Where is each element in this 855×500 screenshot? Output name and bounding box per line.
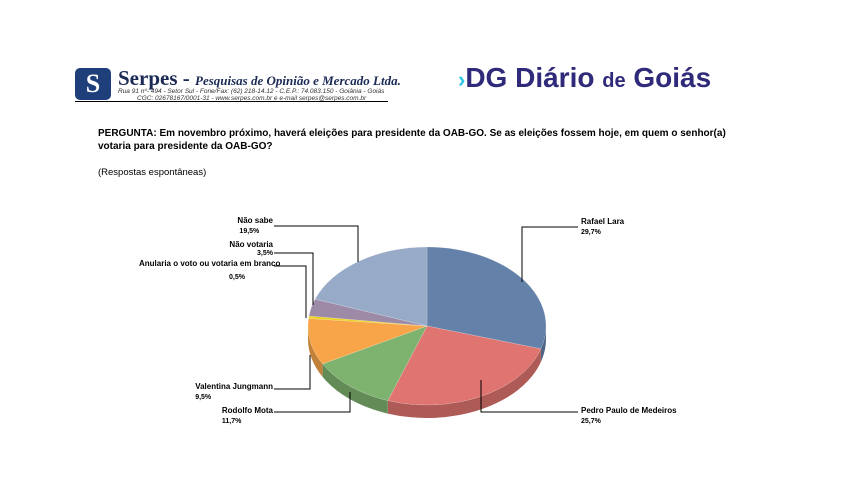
serpes-name: Serpes - Pesquisas de Opinião e Mercado … xyxy=(118,66,401,91)
label-text: Anularia o voto ou votaria em branco xyxy=(139,259,281,268)
leader-line-rodolfo xyxy=(274,392,351,413)
label-rafael: Rafael Lara 29,7% xyxy=(581,216,624,238)
pie-slice xyxy=(308,298,428,327)
pie-slice-side xyxy=(540,326,546,362)
label-value: 0,5% xyxy=(229,274,245,281)
label-value: 25,7% xyxy=(581,418,601,425)
label-nao-sabe: Não sabe 19,5% xyxy=(237,215,273,237)
note-text: (Respostas espontâneas) xyxy=(98,167,207,178)
label-pedro: Pedro Paulo de Medeiros 25,7% xyxy=(581,405,677,427)
label-value: 11,7% xyxy=(221,418,242,425)
dg-name2: Goiás xyxy=(633,62,712,93)
dg-name: Diário xyxy=(515,62,595,93)
pie-slice xyxy=(308,315,428,327)
question-text: PERGUNTA: Em novembro próximo, haverá el… xyxy=(98,128,726,152)
label-anularia: Anularia o voto ou votaria em branco 0,5% xyxy=(139,258,280,283)
pie-slice-side xyxy=(387,348,541,418)
label-valentina: Valentina Jungmann 9,5% xyxy=(195,381,273,403)
serpes-address: Rua 91 nº- 494 - Setor Sul - Fone/Fax: (… xyxy=(118,88,385,95)
dg-de: de xyxy=(602,70,626,92)
label-text: Pedro Paulo de Medeiros xyxy=(581,406,677,415)
serpes-tagline: Pesquisas de Opinião e Mercado Ltda. xyxy=(195,73,401,88)
label-nao-votaria: Não votaria 3,5% xyxy=(228,239,273,258)
label-rodolfo: Rodolfo Mota 11,7% xyxy=(222,405,273,427)
label-text: Valentina Jungmann xyxy=(195,382,273,391)
leader-line-nao-votaria xyxy=(274,252,314,305)
serpes-title: Serpes - xyxy=(118,66,190,90)
leader-line-pedro xyxy=(480,380,578,413)
leader-line-anularia xyxy=(274,265,307,318)
leader-line-nao-sabe xyxy=(274,225,359,262)
leader-line-rafael xyxy=(521,226,578,282)
serpes-logo-icon: S xyxy=(75,68,111,100)
pie-slice xyxy=(322,325,428,401)
header-divider xyxy=(75,101,388,102)
label-text: Rodolfo Mota xyxy=(221,406,273,415)
label-value: 9,5% xyxy=(195,394,212,401)
diario-de-goias-logo: ›DG Diário de Goiás xyxy=(458,62,712,93)
serpes-cgc: CGC: 02678167/0001-31 - www.serpes.com.b… xyxy=(137,95,367,102)
dg-mark: DG xyxy=(465,62,508,93)
label-text: Rafael Lara xyxy=(581,217,625,226)
label-text: Não sabe xyxy=(237,216,273,225)
label-value: 3,5% xyxy=(257,250,273,257)
label-value: 29,7% xyxy=(581,229,601,236)
pie-slice-side xyxy=(308,326,323,377)
leader-line-valentina xyxy=(274,355,311,390)
label-value: 19,5% xyxy=(239,228,260,235)
pie-slice-side xyxy=(322,363,388,414)
pie-slice xyxy=(314,246,428,327)
pie-slice xyxy=(307,318,428,365)
label-text: Não votaria xyxy=(229,240,273,249)
